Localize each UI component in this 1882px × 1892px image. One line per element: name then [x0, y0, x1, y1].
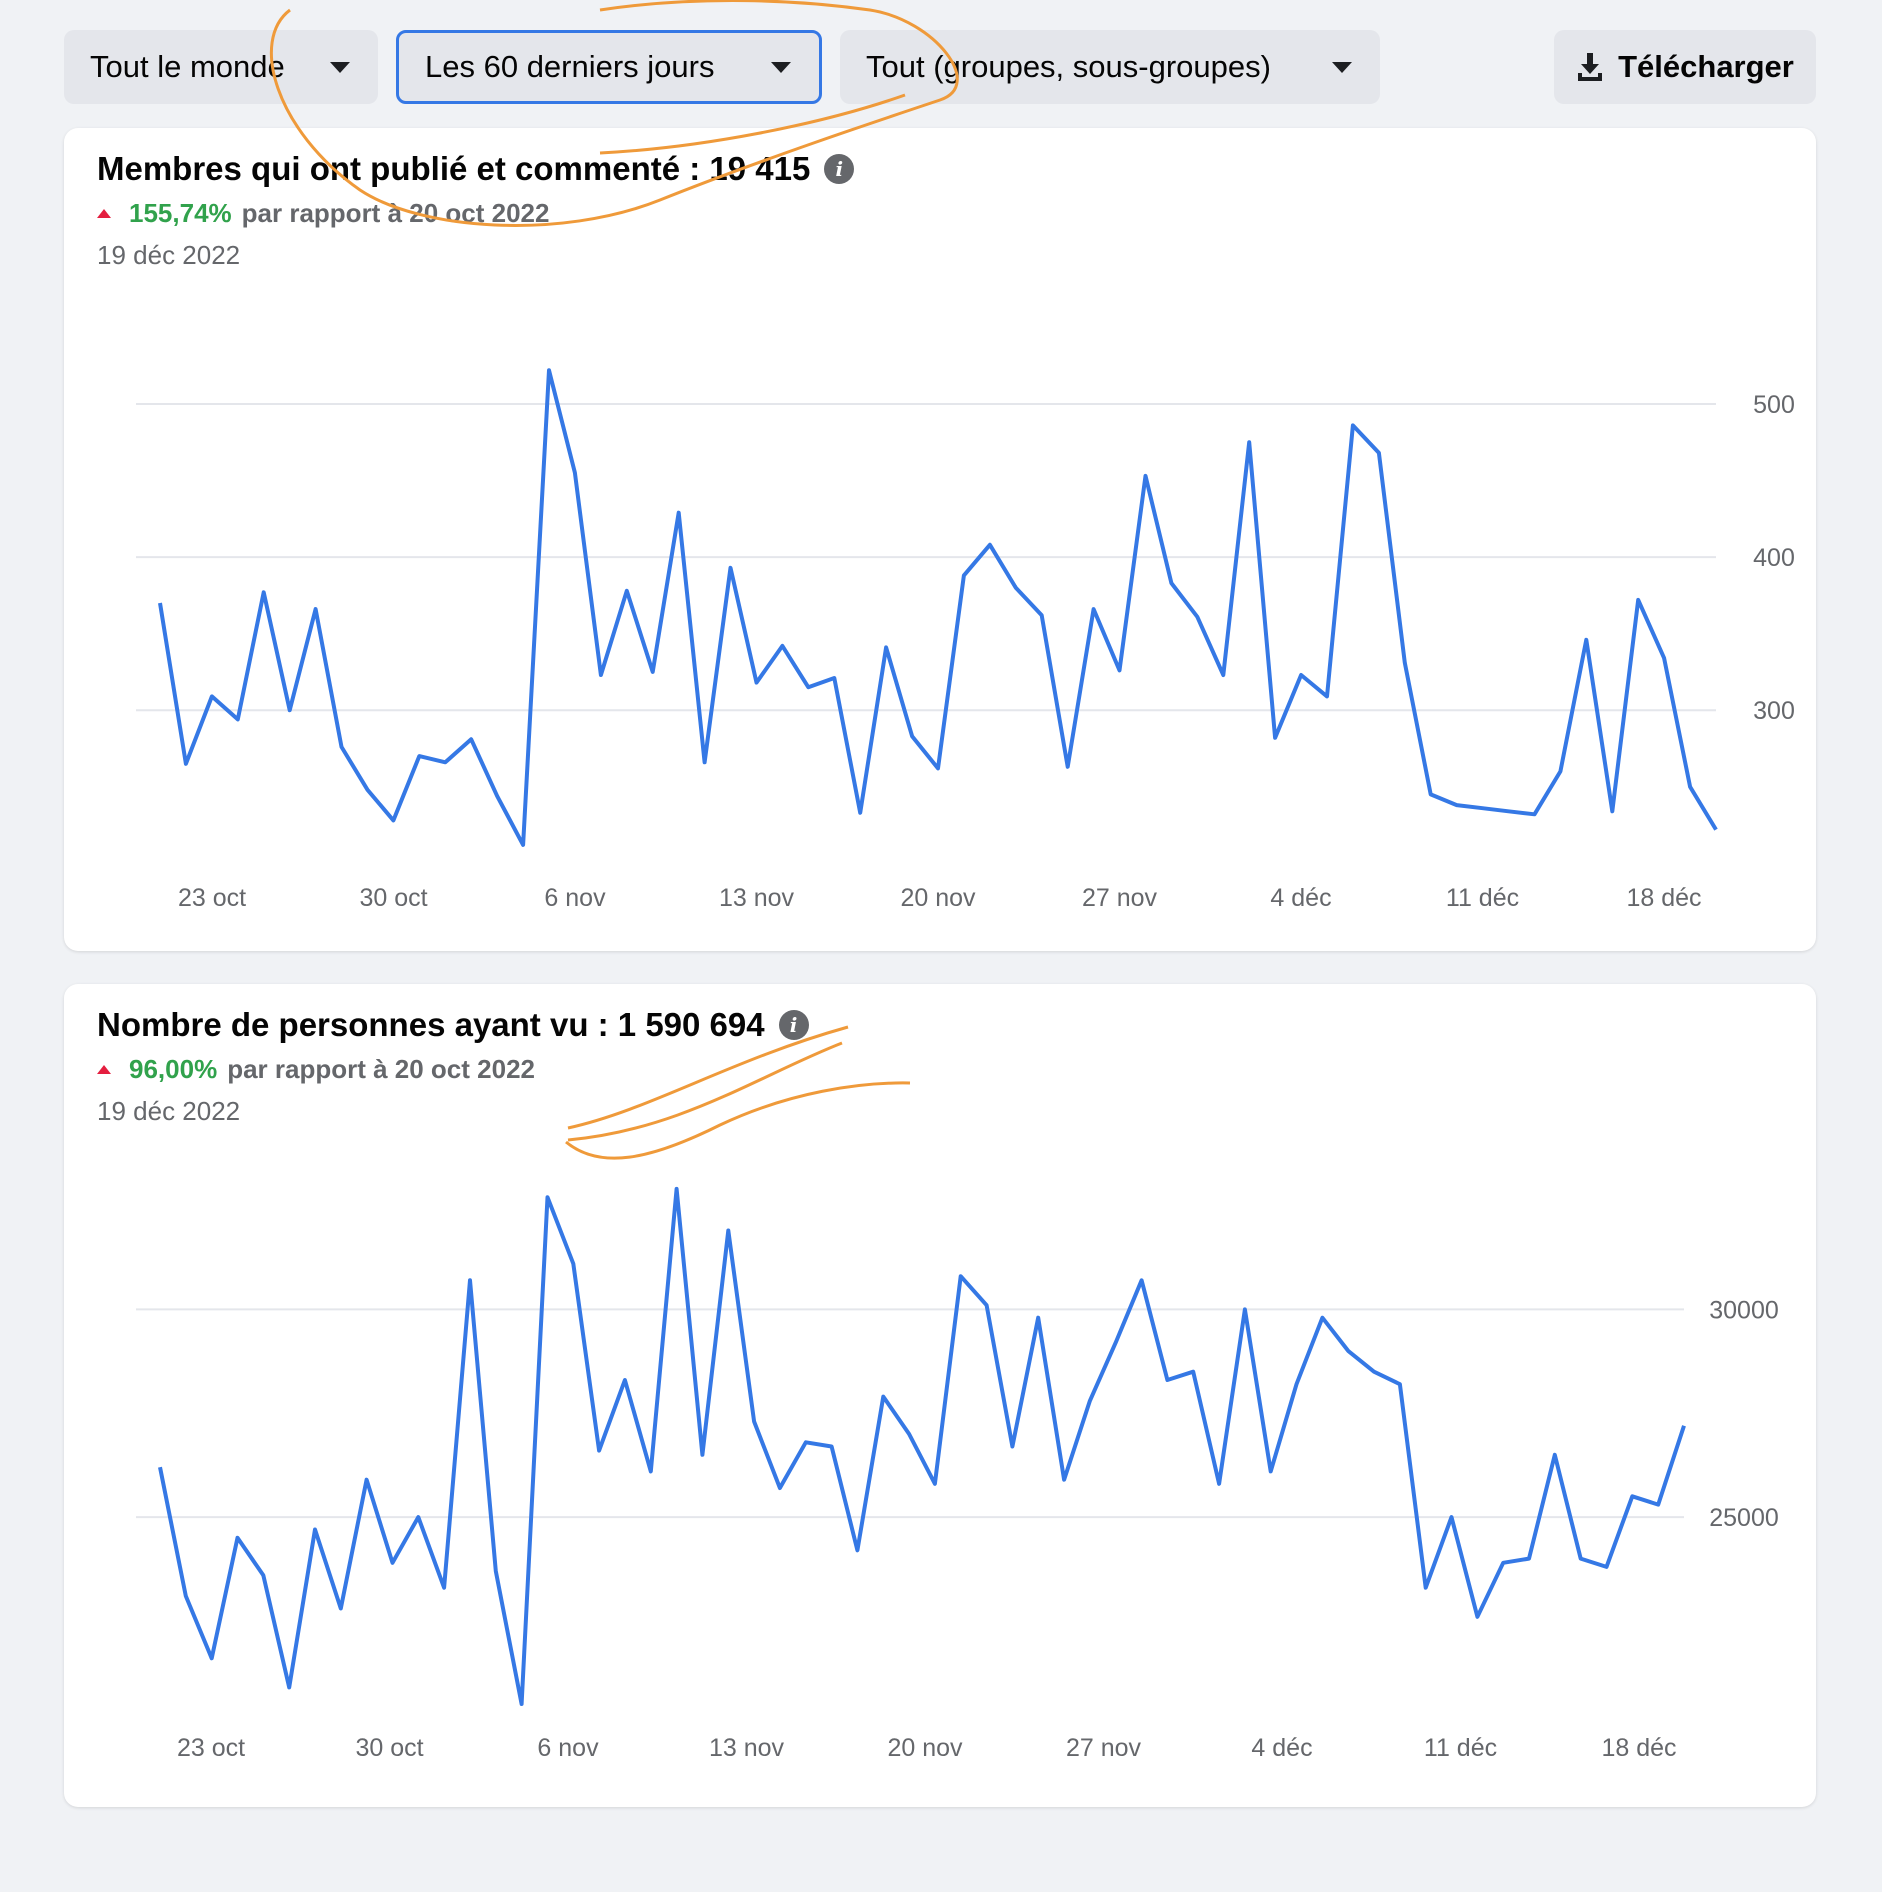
download-button[interactable]: Télécharger: [1554, 30, 1816, 104]
card-date: 19 déc 2022: [97, 1096, 241, 1126]
arrow-up-icon: [97, 1065, 111, 1074]
x-tick-label: 6 nov: [544, 884, 606, 912]
x-tick-label: 30 oct: [355, 1734, 423, 1762]
y-tick-label: 30000: [1709, 1296, 1779, 1324]
change-percent: 155,74%: [129, 198, 232, 228]
arrow-up-icon: [97, 209, 111, 218]
members-chart-card: Membres qui ont publié et commenté : 19 …: [64, 128, 1816, 951]
views-chart-card: Nombre de personnes ayant vu : 1 590 694…: [64, 984, 1816, 1807]
x-tick-label: 13 nov: [719, 884, 795, 912]
audience-dropdown-label: Tout le monde: [90, 49, 285, 84]
x-tick-label: 27 nov: [1066, 1734, 1142, 1762]
y-tick-label: 500: [1753, 391, 1795, 419]
scope-dropdown[interactable]: Tout (groupes, sous-groupes): [840, 30, 1380, 104]
change-text: par rapport à 20 oct 2022: [227, 1054, 535, 1084]
caret-down-icon: [330, 61, 350, 73]
scope-dropdown-label: Tout (groupes, sous-groupes): [866, 49, 1271, 84]
x-tick-label: 18 déc: [1626, 884, 1701, 912]
period-dropdown[interactable]: Les 60 derniers jours: [396, 30, 822, 104]
x-tick-label: 6 nov: [537, 1734, 599, 1762]
x-tick-label: 30 oct: [359, 884, 427, 912]
audience-dropdown[interactable]: Tout le monde: [64, 30, 378, 104]
period-dropdown-label: Les 60 derniers jours: [425, 49, 715, 84]
x-tick-label: 4 déc: [1270, 884, 1331, 912]
x-tick-label: 11 déc: [1446, 884, 1519, 912]
y-tick-label: 25000: [1709, 1504, 1779, 1532]
members-line-chart: 300 400 500 23 oct 30 oct 6 nov 13 nov 20 nov 27…: [136, 368, 1795, 912]
change-percent: 96,00%: [129, 1054, 218, 1084]
x-tick-label: 4 déc: [1251, 1734, 1312, 1762]
download-icon: [1578, 53, 1603, 81]
caret-down-icon: [1332, 61, 1352, 73]
x-tick-label: 18 déc: [1601, 1734, 1676, 1762]
data-line[interactable]: [158, 1186, 1686, 1706]
filter-toolbar: Tout le monde Les 60 derniers jours Tout…: [0, 0, 1882, 120]
y-tick-label: 300: [1753, 697, 1795, 725]
views-line-chart: 25000 30000 23 oct 30 oct 6 nov 13 nov 20 nov 2…: [136, 1186, 1779, 1762]
caret-down-icon: [771, 61, 791, 73]
y-tick-label: 400: [1753, 544, 1795, 572]
x-tick-label: 20 nov: [887, 1734, 963, 1762]
data-line[interactable]: [158, 368, 1718, 847]
x-tick-label: 23 oct: [177, 1734, 245, 1762]
change-indicator: 96,00% par rapport à 20 oct 2022: [97, 1054, 535, 1085]
x-tick-label: 27 nov: [1082, 884, 1158, 912]
x-tick-label: 13 nov: [709, 1734, 785, 1762]
x-tick-label: 23 oct: [178, 884, 246, 912]
card-date: 19 déc 2022: [97, 240, 241, 270]
download-button-label: Télécharger: [1618, 49, 1794, 84]
x-tick-label: 11 déc: [1424, 1734, 1497, 1762]
x-tick-label: 20 nov: [900, 884, 976, 912]
